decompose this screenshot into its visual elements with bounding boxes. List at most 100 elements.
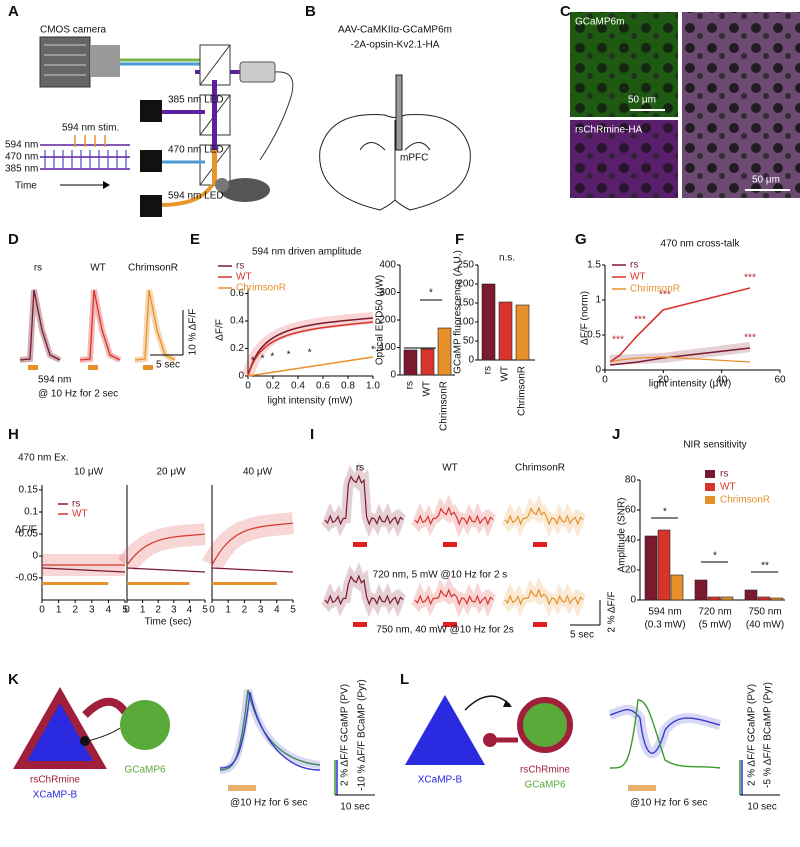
trace [504, 588, 584, 606]
label: 594 nm [38, 375, 71, 386]
x-tick-label: WT [422, 381, 433, 397]
panel-label: J [612, 426, 620, 443]
label: 2 % ΔF/F GCaMP (PV) [340, 684, 351, 786]
label: 10 sec [340, 802, 369, 813]
x-tick-label: 2 [155, 605, 161, 616]
sig: ** [761, 561, 769, 572]
trace [126, 533, 206, 566]
label: rsChRmine-HA [575, 125, 643, 136]
y-tick-label: 0 [32, 551, 38, 562]
stim-bar [533, 542, 547, 547]
y-tick-label: 0.15 [19, 485, 39, 496]
label: 5 sec [570, 630, 594, 641]
y-tick-label: 1 [595, 295, 601, 306]
x-tick-label: ChrimsonR [517, 366, 528, 416]
label: rs [356, 463, 364, 474]
trace [134, 289, 176, 361]
panel-label: A [8, 3, 19, 20]
x-tick-label: 0 [39, 605, 45, 616]
trace [211, 522, 294, 566]
y-tick-label: 100 [379, 342, 396, 353]
panel-label: D [8, 231, 19, 248]
label: WT [442, 463, 458, 474]
sig: *** [744, 333, 756, 344]
legend-label: WT [630, 272, 646, 283]
x-tick-label: 20 [658, 375, 670, 386]
bar [403, 349, 418, 376]
x-tick-label: 3 [171, 605, 177, 616]
y-tick-label: 100 [457, 317, 474, 328]
trace [324, 474, 404, 526]
trace [609, 356, 751, 363]
y-tick-label: 150 [457, 298, 474, 309]
x-tick-label: 0.6 [316, 381, 330, 392]
sig: * [429, 288, 433, 299]
y-tick-label: 0.05 [19, 529, 39, 540]
trace [609, 347, 751, 366]
label: 385 nm LED [168, 95, 224, 106]
label: ΔF/F [215, 319, 226, 341]
y-tick-label: -0.05 [15, 573, 38, 584]
trace [19, 289, 61, 361]
legend-label: ChrimsonR [720, 495, 770, 506]
label: -10 % ΔF/F BCaMP (Pyr) [357, 679, 368, 791]
stim-bar [143, 365, 153, 370]
label: 50 μm [752, 175, 780, 186]
band [202, 512, 295, 571]
label: 5 sec [156, 360, 180, 371]
label: 720 nm [698, 607, 731, 618]
label: CMOS camera [40, 25, 107, 36]
trace [504, 506, 584, 526]
y-tick-label: 1.5 [587, 260, 601, 271]
label: XCaMP-B [418, 775, 463, 786]
label: @10 Hz for 6 sec [630, 798, 707, 809]
legend-label: rs [720, 469, 728, 480]
stim-bar [212, 582, 277, 585]
legend-label: WT [236, 272, 252, 283]
stim-bar [127, 582, 190, 585]
y-tick-label: 40 [625, 535, 637, 546]
label: ΔF/F [15, 525, 37, 536]
y-tick-label: 0.4 [230, 316, 244, 327]
label: 470 nm [5, 152, 38, 163]
x-tick-label: WT [500, 366, 511, 382]
y-tick-label: 0.2 [230, 343, 244, 354]
x-tick-label: 2 [72, 605, 78, 616]
label: light intensity (μW) [649, 379, 731, 390]
label: 470 nm Ex. [18, 453, 69, 464]
y-tick-label: 60 [625, 505, 637, 516]
x-tick-label: 1 [56, 605, 62, 616]
label: 2 % ΔF/F [607, 591, 618, 632]
stim-bar [443, 622, 457, 627]
y-tick-label: 80 [625, 475, 637, 486]
stim-bar [443, 542, 457, 547]
stim-bar [88, 365, 98, 370]
label: rsChRmine [30, 775, 80, 786]
stim-bar [628, 785, 656, 791]
label: 10 % ΔF/F [188, 309, 199, 356]
label: (0.3 mW) [644, 620, 685, 631]
panel-label: C [560, 3, 571, 20]
circuit-k [13, 686, 170, 769]
label: AAV-CaMKIIα-GCaMP6m [338, 25, 452, 36]
label: 10 μW [74, 467, 104, 478]
y-tick-label: 0 [468, 355, 474, 366]
x-tick-label: 5 [290, 605, 296, 616]
y-tick-label: 400 [379, 260, 396, 271]
label: 20 μW [156, 467, 186, 478]
panel-label: E [190, 231, 200, 248]
micrographs [570, 12, 800, 198]
label: GCaMP fluorescence (A.U.) [453, 250, 464, 374]
label: light intensity (mW) [267, 396, 352, 407]
trace [219, 691, 321, 771]
label: 40 μW [243, 467, 273, 478]
label: GCaMP6 [124, 765, 166, 776]
x-tick-label: 2 [242, 605, 248, 616]
trace [247, 356, 374, 377]
label: ChrimsonR [128, 263, 178, 274]
label: 594 nm driven amplitude [252, 247, 362, 258]
y-tick-label: 300 [379, 287, 396, 298]
trace [324, 574, 404, 606]
x-tick-label: 0.4 [291, 381, 305, 392]
legend-swatch [705, 483, 715, 491]
